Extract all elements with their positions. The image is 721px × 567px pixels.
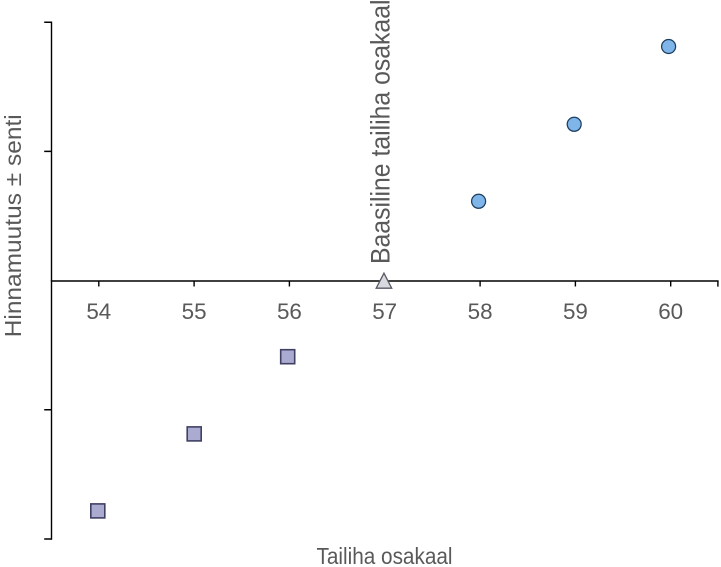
svg-text:55: 55: [182, 299, 207, 324]
svg-text:56: 56: [277, 299, 302, 324]
svg-text:Baasiline tailiha osakaal: Baasiline tailiha osakaal: [366, 0, 396, 264]
svg-text:60: 60: [658, 299, 683, 324]
svg-text:54: 54: [86, 299, 111, 324]
svg-text:59: 59: [563, 299, 588, 324]
svg-text:57: 57: [372, 299, 397, 324]
svg-text:Tailiha osakaal: Tailiha osakaal: [317, 543, 453, 567]
svg-text:58: 58: [468, 299, 493, 324]
svg-text:Hinnamuutus ± senti: Hinnamuutus ± senti: [0, 114, 26, 337]
